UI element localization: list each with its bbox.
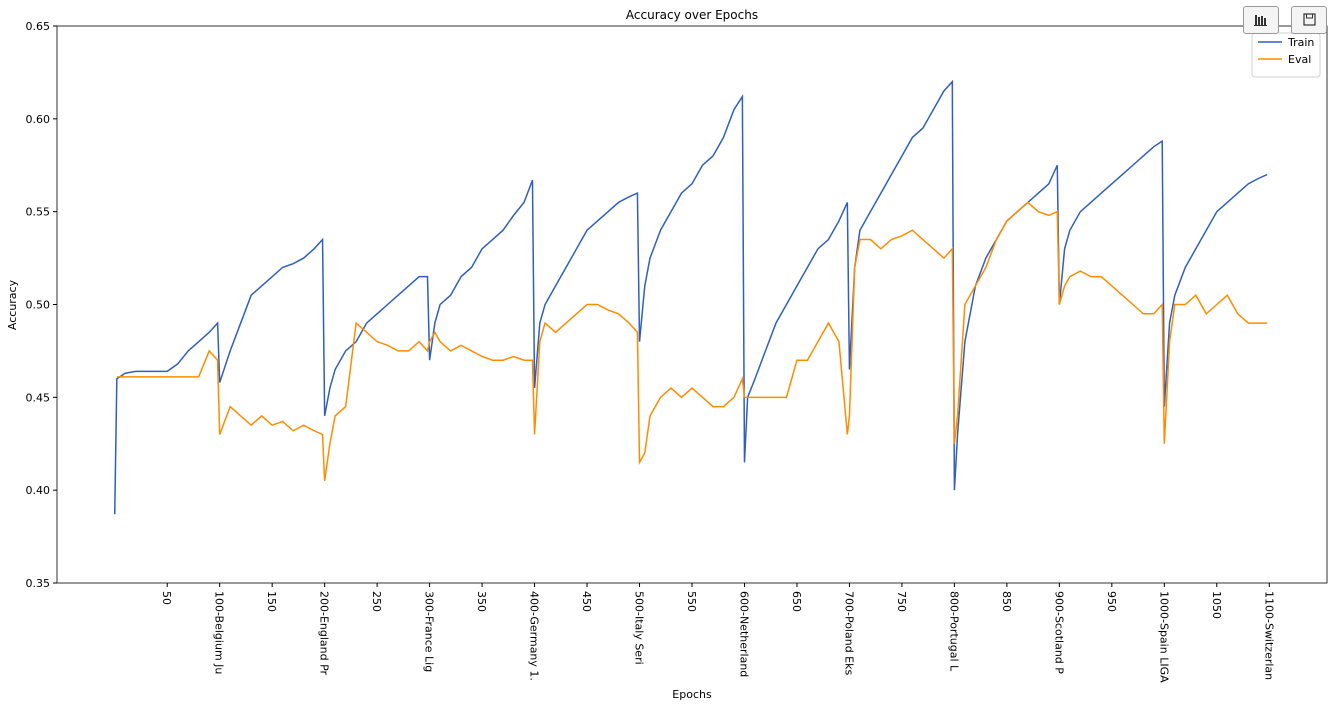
x-tick-label: 750 bbox=[895, 591, 908, 612]
save-icon bbox=[1303, 13, 1316, 26]
save-button[interactable] bbox=[1291, 6, 1327, 34]
x-tick-label: 300-France Lig bbox=[423, 591, 436, 672]
x-tick-label: 600-Netherland bbox=[737, 591, 750, 677]
x-tick-label: 650 bbox=[790, 591, 803, 612]
x-tick-label: 400-Germany 1. bbox=[528, 591, 541, 681]
series-line bbox=[113, 79, 1268, 515]
x-tick-label: 700-Poland Eks bbox=[842, 591, 855, 676]
x-tick-label: 1050 bbox=[1210, 591, 1223, 619]
chart-type-button[interactable] bbox=[1243, 6, 1279, 34]
legend-label: Eval bbox=[1288, 53, 1311, 66]
chart-title: Accuracy over Epochs bbox=[626, 8, 758, 22]
x-tick-label: 150 bbox=[265, 591, 278, 612]
x-tick-label: 900-Scotland P bbox=[1052, 591, 1065, 674]
legend-label: Train bbox=[1287, 36, 1314, 49]
x-tick-label: 200-England Pr bbox=[318, 591, 331, 676]
x-tick-label: 1000-Spain LIGA bbox=[1157, 591, 1170, 683]
x-tick-label: 850 bbox=[1000, 591, 1013, 612]
chart-icon bbox=[1254, 15, 1267, 26]
y-axis-label: Accuracy bbox=[6, 279, 19, 330]
y-tick-label: 0.45 bbox=[26, 391, 51, 404]
y-tick-label: 0.55 bbox=[26, 206, 51, 219]
series-line bbox=[116, 201, 1268, 481]
y-tick-label: 0.35 bbox=[26, 577, 51, 590]
x-axis-label: Epochs bbox=[672, 688, 712, 701]
x-tick-label: 350 bbox=[475, 591, 488, 612]
x-tick-label: 50 bbox=[160, 591, 173, 605]
x-tick-label: 1100-Switzerlan bbox=[1262, 591, 1275, 680]
x-tick-label: 250 bbox=[370, 591, 383, 612]
x-tick-label: 950 bbox=[1105, 591, 1118, 612]
y-tick-label: 0.40 bbox=[26, 484, 51, 497]
y-tick-label: 0.65 bbox=[26, 20, 51, 33]
y-tick-label: 0.50 bbox=[26, 299, 51, 312]
x-tick-label: 100-Belgium Ju bbox=[213, 591, 226, 674]
x-tick-label: 550 bbox=[685, 591, 698, 612]
x-tick-label: 450 bbox=[580, 591, 593, 612]
x-tick-label: 800-Portugal L bbox=[947, 591, 960, 672]
legend-box bbox=[1251, 32, 1321, 78]
plot-frame bbox=[56, 25, 1328, 584]
x-tick-label: 500-Italy Seri bbox=[633, 591, 646, 665]
y-tick-label: 0.60 bbox=[26, 113, 51, 126]
